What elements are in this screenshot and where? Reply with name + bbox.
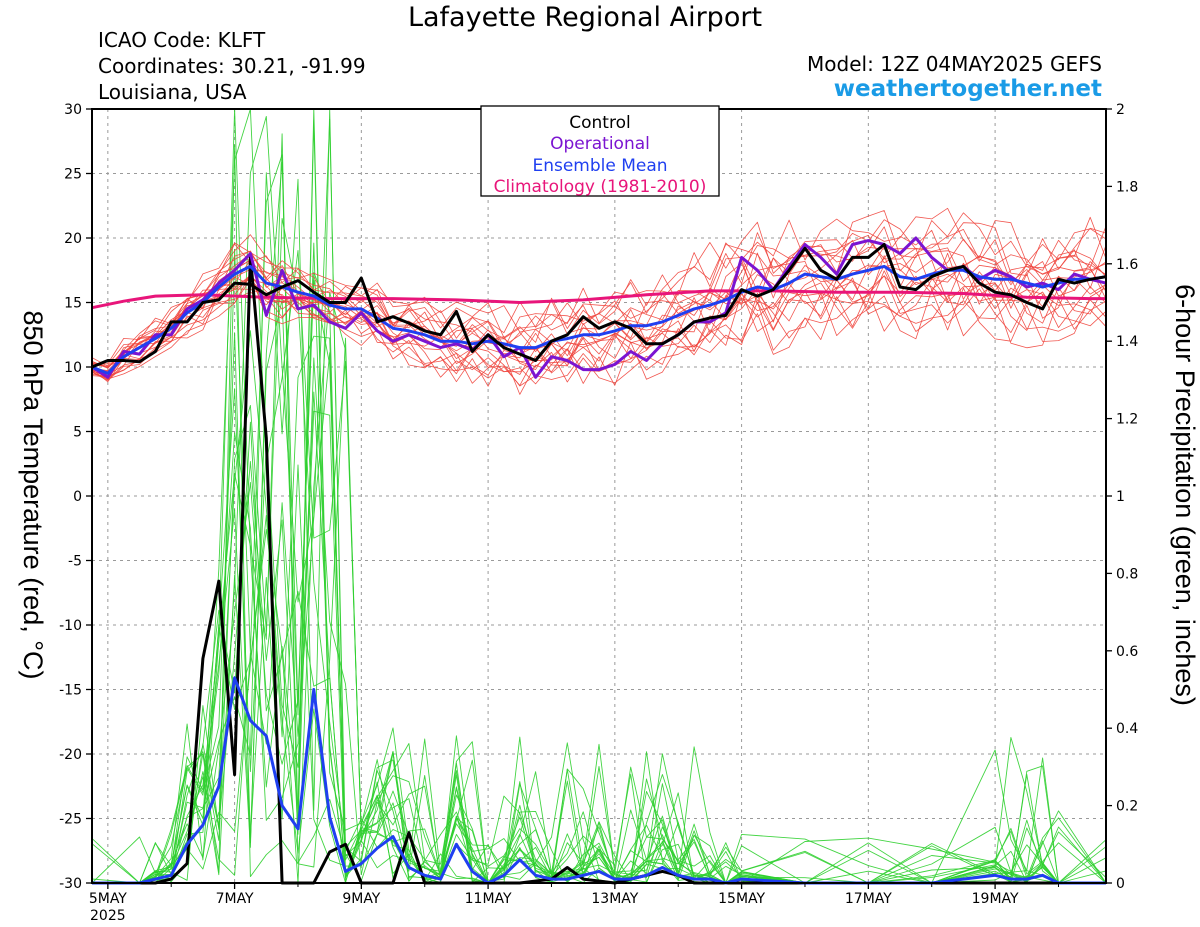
page-title: Lafayette Regional Airport <box>407 2 763 33</box>
y-tick-label-right: 0.4 <box>1116 721 1138 737</box>
legend: Control Operational Ensemble Mean Climat… <box>480 105 720 197</box>
x-tick-label: 9MAY <box>342 891 380 907</box>
x-tick-label: 19MAY <box>972 891 1019 907</box>
x-tick-label: 11MAY <box>465 891 512 907</box>
icao-code: ICAO Code: KLFT <box>98 28 266 52</box>
model-run: Model: 12Z 04MAY2025 GEFS <box>807 52 1102 76</box>
temp-member-line <box>91 262 1107 375</box>
legend-climatology: Climatology (1981-2010) <box>494 177 707 197</box>
y-tick-label-right: 1.6 <box>1116 257 1138 273</box>
temp-member-line <box>91 207 1107 367</box>
y-tick-label-right: 0.2 <box>1116 799 1138 815</box>
y-tick-label-left: -15 <box>59 683 82 699</box>
precip-member-line <box>92 161 1106 884</box>
y-tick-label-left: -20 <box>59 747 82 763</box>
precip-member-line <box>92 330 1106 884</box>
x-tick-label: 15MAY <box>718 891 765 907</box>
site-link[interactable]: weathertogether.net <box>833 76 1102 102</box>
y-tick-label-left: -30 <box>59 876 82 892</box>
legend-box <box>480 105 720 197</box>
y-axis-left-title: 850 hPa Temperature (red, °C) <box>18 311 48 680</box>
temp-member-line <box>91 259 1107 376</box>
legend-control: Control <box>569 113 630 133</box>
y-tick-label-right: 0.6 <box>1116 644 1138 660</box>
temp-member-line <box>91 239 1107 369</box>
coordinates: Coordinates: 30.21, -91.99 <box>98 54 366 78</box>
temp-member-line <box>91 235 1107 372</box>
temp-member-line <box>91 210 1107 366</box>
location: Louisiana, USA <box>98 80 247 104</box>
y-tick-label-left: 5 <box>73 425 82 441</box>
legend-operational: Operational <box>550 134 650 154</box>
temp-control-line <box>91 243 1107 369</box>
precip-member-line <box>92 108 1106 884</box>
legend-ensemble-mean: Ensemble Mean <box>532 156 667 176</box>
y-tick-label-right: 1.4 <box>1116 334 1138 350</box>
temp-member-line <box>91 273 1107 384</box>
x-tick-label: 17MAY <box>845 891 892 907</box>
y-tick-label-left: -25 <box>59 812 82 828</box>
temp-member-line <box>91 212 1107 365</box>
x-tick-sublabel: 2025 <box>90 908 126 924</box>
precip-member-line <box>92 144 1107 884</box>
y-tick-label-left: 30 <box>64 102 82 118</box>
precip-member-line <box>91 133 1107 884</box>
temp-operational-line <box>91 236 1107 379</box>
y-tick-label-left: 10 <box>64 360 82 376</box>
y-tick-label-right: 0.8 <box>1116 566 1138 582</box>
y-tick-label-left: 15 <box>64 296 82 312</box>
y-tick-label-left: 20 <box>64 231 82 247</box>
x-tick-label: 7MAY <box>216 891 254 907</box>
y-tick-label-right: 1.8 <box>1116 179 1138 195</box>
y-tick-label-right: 2 <box>1116 102 1125 118</box>
y-tick-label-right: 0 <box>1116 876 1125 892</box>
x-tick-label: 5MAY <box>89 891 127 907</box>
y-tick-label-right: 1 <box>1116 489 1125 505</box>
climatology-line <box>91 289 1106 310</box>
y-tick-label-left: -10 <box>59 618 82 634</box>
y-tick-label-right: 1.2 <box>1116 412 1138 428</box>
temp-ensemble-mean-line <box>91 264 1107 375</box>
precip-member-line <box>92 335 1107 884</box>
y-axis-right-title: 6-hour Precipitation (green, inches) <box>1170 284 1200 706</box>
precip-member-line <box>92 217 1107 884</box>
y-tick-label-left: 25 <box>64 167 82 183</box>
x-tick-label: 13MAY <box>591 891 638 907</box>
y-tick-label-left: -5 <box>68 554 82 570</box>
y-tick-label-left: 0 <box>73 489 82 505</box>
